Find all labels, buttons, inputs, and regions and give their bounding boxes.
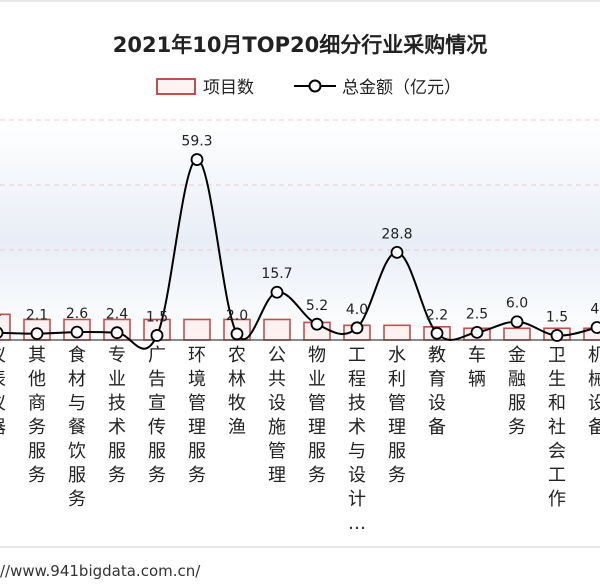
point-农林牧渔 xyxy=(230,327,244,341)
point-公共设施管理 xyxy=(270,285,284,299)
bar-公共设施管理 xyxy=(263,318,291,341)
data-label-专业技术服务: 2.4 xyxy=(106,307,128,323)
point-金融服务 xyxy=(510,315,524,329)
point-物业管理服务 xyxy=(310,317,324,331)
data-label-食材与餐饮服务: 2.6 xyxy=(66,306,88,322)
category-label-环境管理服务: 环境管理服务 xyxy=(188,345,206,486)
plot-background xyxy=(0,120,600,340)
point-车辆 xyxy=(470,325,484,339)
data-label-广告宣传服务: 1.5 xyxy=(146,309,168,325)
category-label-金融服务: 金融服务 xyxy=(508,345,526,438)
point-机械设备 xyxy=(590,321,600,334)
data-label-其他商务服务: 2.1 xyxy=(26,308,48,324)
data-label-金融服务: 6.0 xyxy=(506,296,528,312)
legend-bar-label: 项目数 xyxy=(203,78,254,98)
data-label-车辆: 2.5 xyxy=(466,306,488,322)
legend-line-marker xyxy=(308,79,322,93)
data-label-水利管理服务: 28.8 xyxy=(381,226,412,242)
point-工程技术与设计… xyxy=(350,321,364,335)
gridlines xyxy=(0,119,600,251)
data-label-环境管理服务: 59.3 xyxy=(181,134,212,150)
data-label-机械设备: 4. xyxy=(590,302,600,318)
bar-环境管理服务 xyxy=(183,318,211,341)
category-label-物业管理服务: 物业管理服务 xyxy=(308,345,326,486)
legend: 项目数 总金额（亿元） xyxy=(156,78,461,98)
category-label-公共设施管理: 公共设施管理 xyxy=(268,345,286,486)
watermark: //www.941bigdata.com.cn/ xyxy=(0,562,201,580)
category-label-机械设备: 机械设备 xyxy=(588,345,600,438)
point-仪表仪器 xyxy=(0,327,4,339)
point-环境管理服务 xyxy=(190,153,204,166)
category-label-仪表仪器: 仪表仪器 xyxy=(0,345,6,438)
data-label-农林牧渔: 2.0 xyxy=(226,308,248,324)
category-label-教育设备: 教育设备 xyxy=(428,345,446,438)
category-label-农林牧渔: 农林牧渔 xyxy=(228,345,246,438)
data-label-公共设施管理: 15.7 xyxy=(261,266,292,282)
data-label-卫生和社会工作: 1.5 xyxy=(546,309,568,325)
bar-仪表仪器 xyxy=(0,313,11,341)
data-label-教育设备: 2.2 xyxy=(426,307,448,323)
bar-金融服务 xyxy=(503,327,531,341)
frame-border xyxy=(0,0,600,548)
category-label-食材与餐饮服务: 食材与餐饮服务 xyxy=(68,345,86,510)
legend-line-label: 总金额（亿元） xyxy=(342,78,461,98)
point-教育设备 xyxy=(430,326,444,340)
bar-水利管理服务 xyxy=(383,324,411,341)
data-label-工程技术与设计…: 4.0 xyxy=(346,302,368,318)
data-label-仪表仪器: 4 xyxy=(0,307,2,323)
category-label-广告宣传服务: 广告宣传服务 xyxy=(148,345,166,486)
category-label-专业技术服务: 专业技术服务 xyxy=(108,345,126,486)
point-食材与餐饮服务 xyxy=(70,325,84,339)
point-卫生和社会工作 xyxy=(550,329,564,342)
category-label-卫生和社会工作: 卫生和社会工作 xyxy=(548,345,566,510)
category-label-其他商务服务: 其他商务服务 xyxy=(28,345,46,486)
data-label-物业管理服务: 5.2 xyxy=(306,298,328,314)
point-其他商务服务 xyxy=(30,327,44,341)
point-水利管理服务 xyxy=(390,245,404,259)
point-专业技术服务 xyxy=(110,326,124,340)
category-label-车辆: 车辆 xyxy=(468,345,486,390)
category-label-工程技术与设计…: 工程技术与设计… xyxy=(348,345,366,534)
point-广告宣传服务 xyxy=(150,329,164,342)
chart-title: 2021年10月TOP20细分行业采购情况 xyxy=(113,33,487,57)
category-label-水利管理服务: 水利管理服务 xyxy=(388,345,406,486)
legend-bar-swatch xyxy=(156,78,196,95)
